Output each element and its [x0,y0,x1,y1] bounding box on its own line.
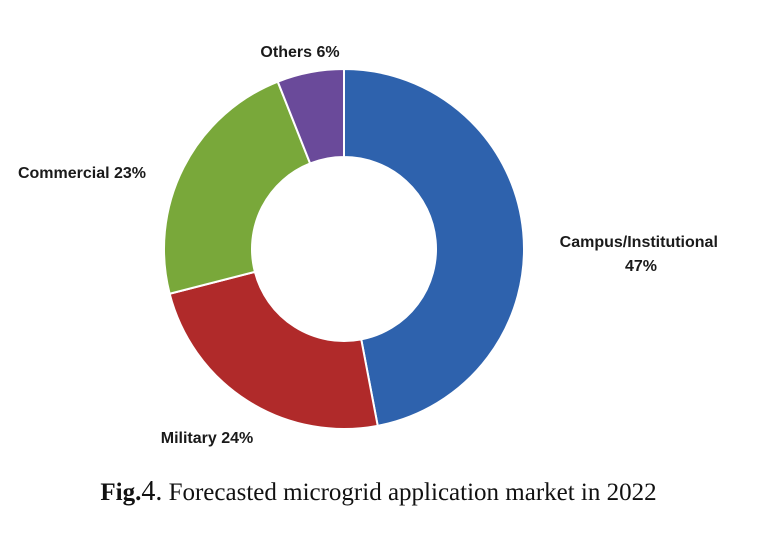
slice-label-campus: Campus/Institutional 47% [560,234,723,275]
slice-label-military: Military 24% [161,430,254,447]
donut-slice-others [276,67,345,165]
donut-slice-campus-institutional [343,67,525,427]
donut-slice-commercial [163,80,312,295]
figure-caption-text: Forecasted microgrid application market … [168,479,657,506]
figure-number: 4. [141,476,163,507]
figure-label: Fig. [100,479,142,506]
figure-caption: Fig.4. Forecasted microgrid application … [0,476,757,508]
donut-chart: Campus/Institutional 47% Military 24% Co… [18,44,723,447]
slice-label-others: Others 6% [260,44,339,61]
slice-label-commercial: Commercial 23% [18,165,146,182]
donut-slices [163,67,525,430]
donut-slice-military [168,270,379,430]
